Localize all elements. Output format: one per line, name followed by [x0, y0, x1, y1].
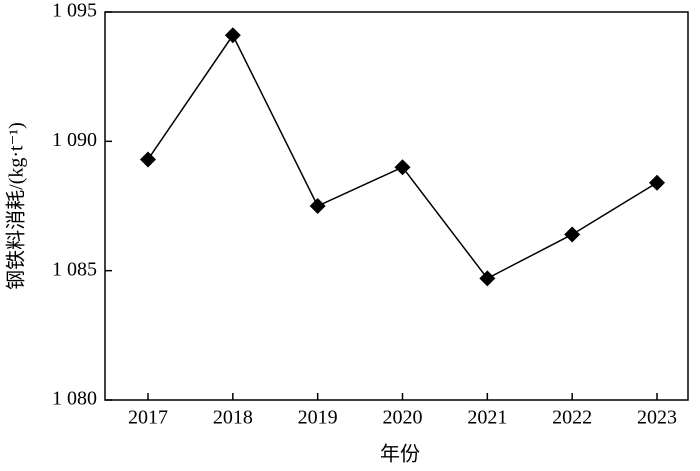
- x-tick-label: 2021: [467, 407, 507, 429]
- y-tick-label: 1 090: [52, 129, 97, 151]
- marker: [224, 27, 241, 44]
- marker: [140, 151, 156, 168]
- y-axis-label: 钢铁料消耗/(kg·t⁻¹): [5, 122, 28, 290]
- marker: [564, 226, 581, 243]
- marker: [479, 270, 496, 287]
- marker: [394, 159, 411, 176]
- x-tick-label: 2019: [298, 407, 338, 429]
- x-tick-label: 2018: [213, 407, 253, 429]
- line: [147, 33, 658, 280]
- x-tick-label: 2020: [383, 407, 423, 429]
- x-tick-label: 2022: [552, 407, 592, 429]
- marker: [649, 174, 665, 191]
- marker: [309, 198, 326, 214]
- y-tick-label: 1 080: [52, 388, 97, 410]
- x-tick-label: 2023: [637, 407, 677, 429]
- x-tick-label: 2017: [128, 407, 168, 429]
- x-axis-label: 年份: [380, 443, 420, 466]
- plot-frame: [104, 11, 689, 401]
- y-tick-label: 1 085: [52, 258, 97, 280]
- y-tick-label: 1 095: [52, 0, 97, 22]
